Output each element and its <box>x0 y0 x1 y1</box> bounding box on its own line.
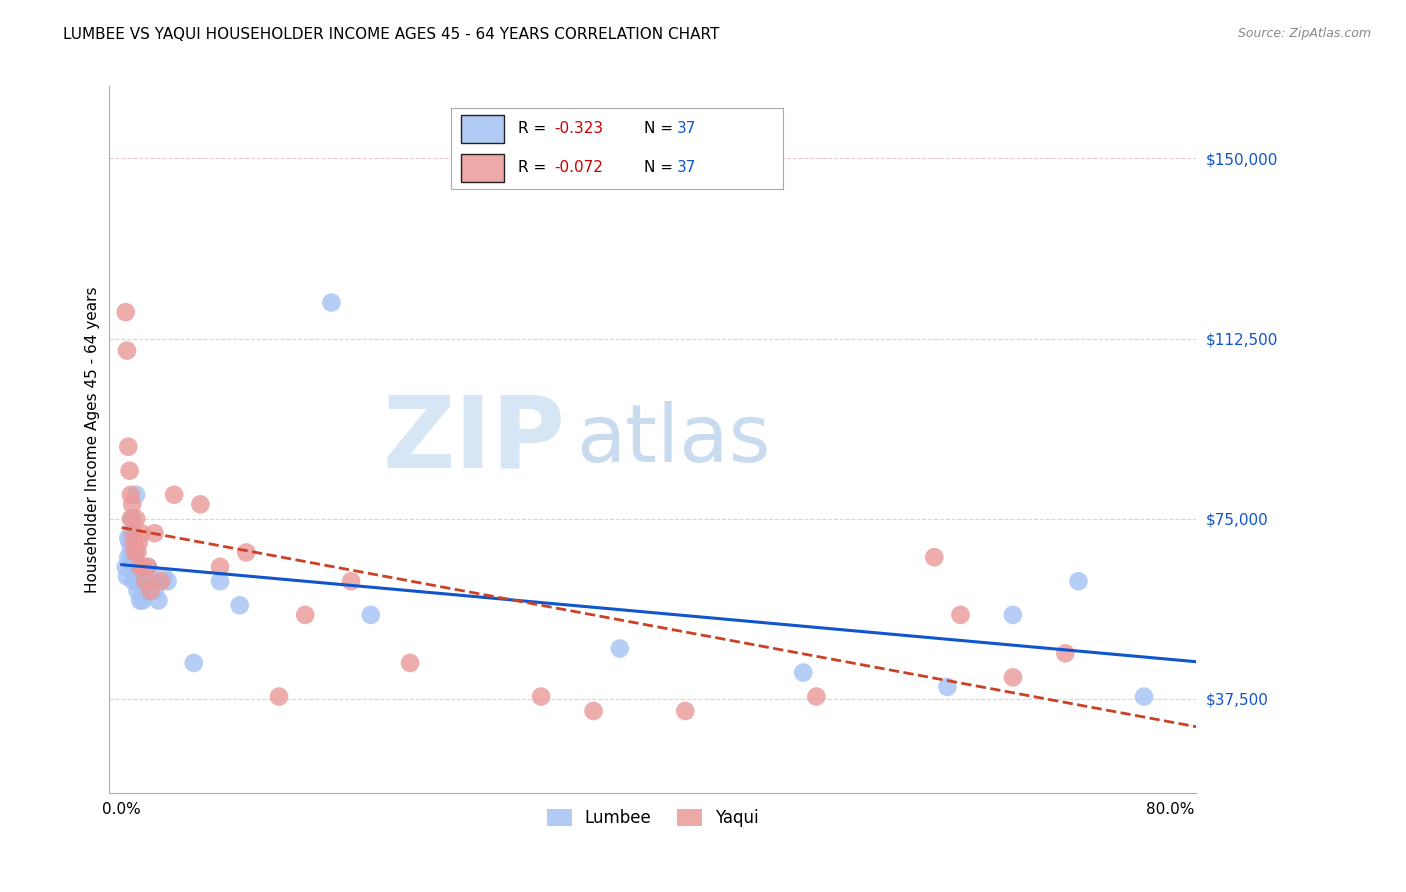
Point <box>115 569 138 583</box>
Point <box>117 550 139 565</box>
Point <box>122 574 145 589</box>
Point <box>131 593 153 607</box>
Point <box>129 593 152 607</box>
Point <box>530 690 553 704</box>
Point <box>134 569 156 583</box>
Point <box>128 536 150 550</box>
Point <box>129 559 152 574</box>
Point <box>128 574 150 589</box>
Point <box>139 574 162 589</box>
Point <box>152 569 174 583</box>
Point <box>609 641 631 656</box>
Point <box>121 559 143 574</box>
Point <box>208 559 231 574</box>
Point <box>120 526 142 541</box>
Point <box>150 574 173 589</box>
Point <box>924 550 946 565</box>
Point <box>125 512 148 526</box>
Point <box>121 497 143 511</box>
Point <box>131 559 153 574</box>
Point <box>139 583 162 598</box>
Point <box>806 690 828 704</box>
Point <box>148 593 170 607</box>
Point <box>792 665 814 680</box>
Point <box>208 574 231 589</box>
Point <box>267 690 290 704</box>
Point <box>134 574 156 589</box>
Point <box>136 559 159 574</box>
Point <box>321 295 343 310</box>
Legend: Lumbee, Yaqui: Lumbee, Yaqui <box>540 802 765 834</box>
Point <box>124 545 146 559</box>
Point <box>118 536 141 550</box>
Point <box>143 583 166 598</box>
Point <box>117 531 139 545</box>
Point <box>399 656 422 670</box>
Point <box>582 704 605 718</box>
Point <box>235 545 257 559</box>
Point <box>1001 607 1024 622</box>
Point <box>124 545 146 559</box>
Point <box>673 704 696 718</box>
Point <box>360 607 382 622</box>
Point <box>1133 690 1156 704</box>
Point <box>127 545 149 559</box>
Point <box>143 526 166 541</box>
Text: atlas: atlas <box>576 401 770 478</box>
Text: LUMBEE VS YAQUI HOUSEHOLDER INCOME AGES 45 - 64 YEARS CORRELATION CHART: LUMBEE VS YAQUI HOUSEHOLDER INCOME AGES … <box>63 27 720 42</box>
Point <box>294 607 316 622</box>
Point <box>1067 574 1090 589</box>
Point <box>156 574 179 589</box>
Point <box>340 574 363 589</box>
Point <box>190 497 212 511</box>
Point <box>1054 646 1077 660</box>
Point <box>131 526 153 541</box>
Point <box>120 512 142 526</box>
Text: Source: ZipAtlas.com: Source: ZipAtlas.com <box>1237 27 1371 40</box>
Point <box>949 607 972 622</box>
Point <box>136 559 159 574</box>
Point <box>118 464 141 478</box>
Point <box>120 488 142 502</box>
Point <box>131 574 153 589</box>
Point <box>127 583 149 598</box>
Point <box>125 488 148 502</box>
Point <box>132 583 155 598</box>
Point <box>124 569 146 583</box>
Point <box>183 656 205 670</box>
Point <box>121 512 143 526</box>
Point <box>114 559 136 574</box>
Point <box>122 536 145 550</box>
Point <box>117 440 139 454</box>
Y-axis label: Householder Income Ages 45 - 64 years: Householder Income Ages 45 - 64 years <box>86 286 100 593</box>
Point <box>163 488 186 502</box>
Point <box>114 305 136 319</box>
Point <box>120 545 142 559</box>
Point <box>1001 670 1024 684</box>
Point <box>936 680 959 694</box>
Text: ZIP: ZIP <box>382 391 565 488</box>
Point <box>122 526 145 541</box>
Point <box>228 599 250 613</box>
Point <box>115 343 138 358</box>
